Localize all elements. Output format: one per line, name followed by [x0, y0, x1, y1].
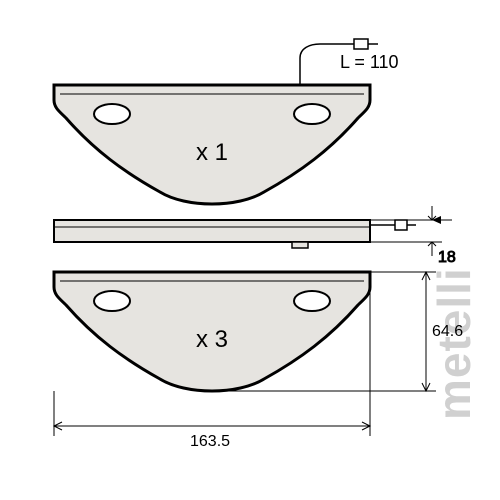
top-pad: x 1: [54, 85, 370, 204]
side-bar: [54, 220, 416, 248]
dim-bar-height-value: 18: [438, 249, 456, 266]
dim-width-value: 163.5: [190, 433, 230, 450]
bottom-pad: x 3: [54, 272, 370, 391]
top-pad-qty-label: x 1: [196, 139, 228, 166]
dim-bar-height: 18: [370, 206, 456, 266]
dim-pad-height-value: 64.6: [432, 323, 463, 340]
watermark-text: metelli: [428, 267, 480, 420]
bottom-pad-qty-label: x 3: [196, 326, 228, 353]
wire-length-label: L = 110: [340, 52, 399, 72]
technical-drawing: metelli L = 110 x 1: [0, 0, 500, 500]
